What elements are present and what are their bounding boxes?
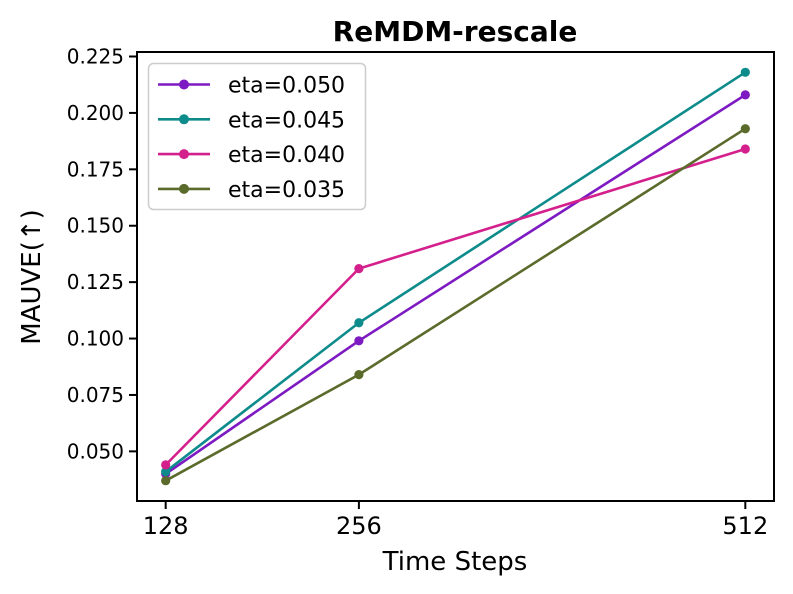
x-tick-label: 128 <box>143 512 189 540</box>
legend-marker-dot-0 <box>179 79 189 90</box>
data-point-3 <box>354 370 364 380</box>
y-axis-label: MAUVE(↑) <box>17 209 47 345</box>
data-point-0 <box>740 90 750 100</box>
legend-item-label-2: eta=0.040 <box>228 143 345 168</box>
legend-marker-dot-1 <box>179 114 189 125</box>
data-point-1 <box>161 467 171 477</box>
data-point-3 <box>740 124 750 134</box>
y-tick-label: 0.075 <box>67 383 124 407</box>
y-tick-label: 0.150 <box>67 214 124 238</box>
legend-box <box>147 62 367 211</box>
chart-title: ReMDM-rescale <box>333 15 578 48</box>
y-tick-label: 0.175 <box>67 157 124 181</box>
legend-item-label-3: eta=0.035 <box>228 178 345 203</box>
legend-marker-dot-3 <box>179 183 189 194</box>
x-tick-label: 256 <box>336 512 382 540</box>
data-point-2 <box>354 264 364 274</box>
y-tick-label: 0.225 <box>67 45 124 69</box>
data-point-0 <box>354 336 364 346</box>
legend-item-label-1: eta=0.045 <box>228 108 345 133</box>
data-point-3 <box>161 476 171 486</box>
data-point-2 <box>740 144 750 154</box>
data-point-2 <box>161 460 171 470</box>
legend-marker-dot-2 <box>179 149 189 160</box>
y-tick-label: 0.100 <box>67 327 124 351</box>
x-tick-label: 512 <box>722 512 768 540</box>
data-point-1 <box>740 67 750 77</box>
data-point-1 <box>354 318 364 328</box>
legend-item-label-0: eta=0.050 <box>228 74 345 99</box>
y-tick-label: 0.200 <box>67 101 124 125</box>
legend: eta=0.050 eta=0.045 eta=0.040 eta=0.035 <box>147 62 367 211</box>
y-tick-label: 0.125 <box>67 270 124 294</box>
series-layer <box>161 67 750 486</box>
y-tick-label: 0.050 <box>67 439 124 463</box>
x-axis-label: Time Steps <box>382 547 528 577</box>
